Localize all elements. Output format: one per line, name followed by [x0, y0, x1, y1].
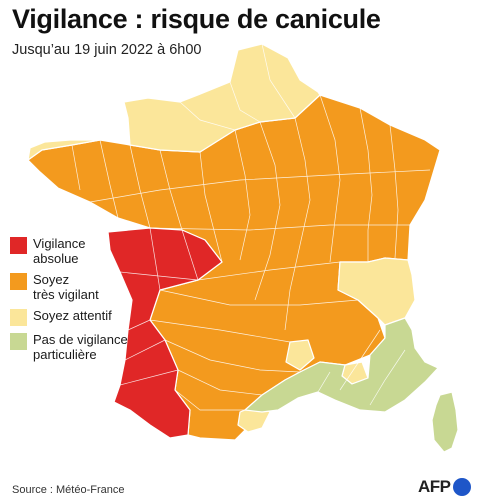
legend-item-attentif: Soyez attentif — [10, 308, 140, 326]
legend-item-tres-vigilant: Soyez très vigilant — [10, 272, 140, 302]
region-yellow-brittany — [27, 139, 101, 161]
afp-logo-dot-icon — [452, 478, 471, 496]
region-yellow-east — [337, 257, 416, 326]
legend-label: Soyez très vigilant — [33, 272, 99, 302]
region-green-southeast — [244, 317, 439, 413]
legend-swatch-green — [10, 333, 27, 350]
legend-label: Soyez attentif — [33, 308, 112, 323]
legend-label: Vigilance absolue — [33, 236, 86, 266]
page-subtitle: Jusqu’au 19 juin 2022 à 6h00 — [12, 42, 202, 58]
legend-item-pas-de-vigilance: Pas de vigilance particulière — [10, 332, 140, 362]
region-green-corsica — [431, 391, 459, 453]
page-title: Vigilance : risque de canicule — [12, 4, 381, 34]
legend-label: Pas de vigilance particulière — [33, 332, 128, 362]
source-credit: Source : Météo-France — [12, 484, 125, 496]
legend-item-absolue: Vigilance absolue — [10, 236, 140, 266]
legend-swatch-yellow — [10, 309, 27, 326]
afp-logo: AFP — [418, 477, 471, 497]
region-red — [107, 227, 223, 439]
legend-swatch-red — [10, 237, 27, 254]
region-yellow-center — [285, 339, 315, 371]
afp-logo-text: AFP — [418, 477, 451, 496]
map-legend: Vigilance absolue Soyez très vigilant So… — [10, 236, 140, 368]
legend-swatch-orange — [10, 273, 27, 290]
